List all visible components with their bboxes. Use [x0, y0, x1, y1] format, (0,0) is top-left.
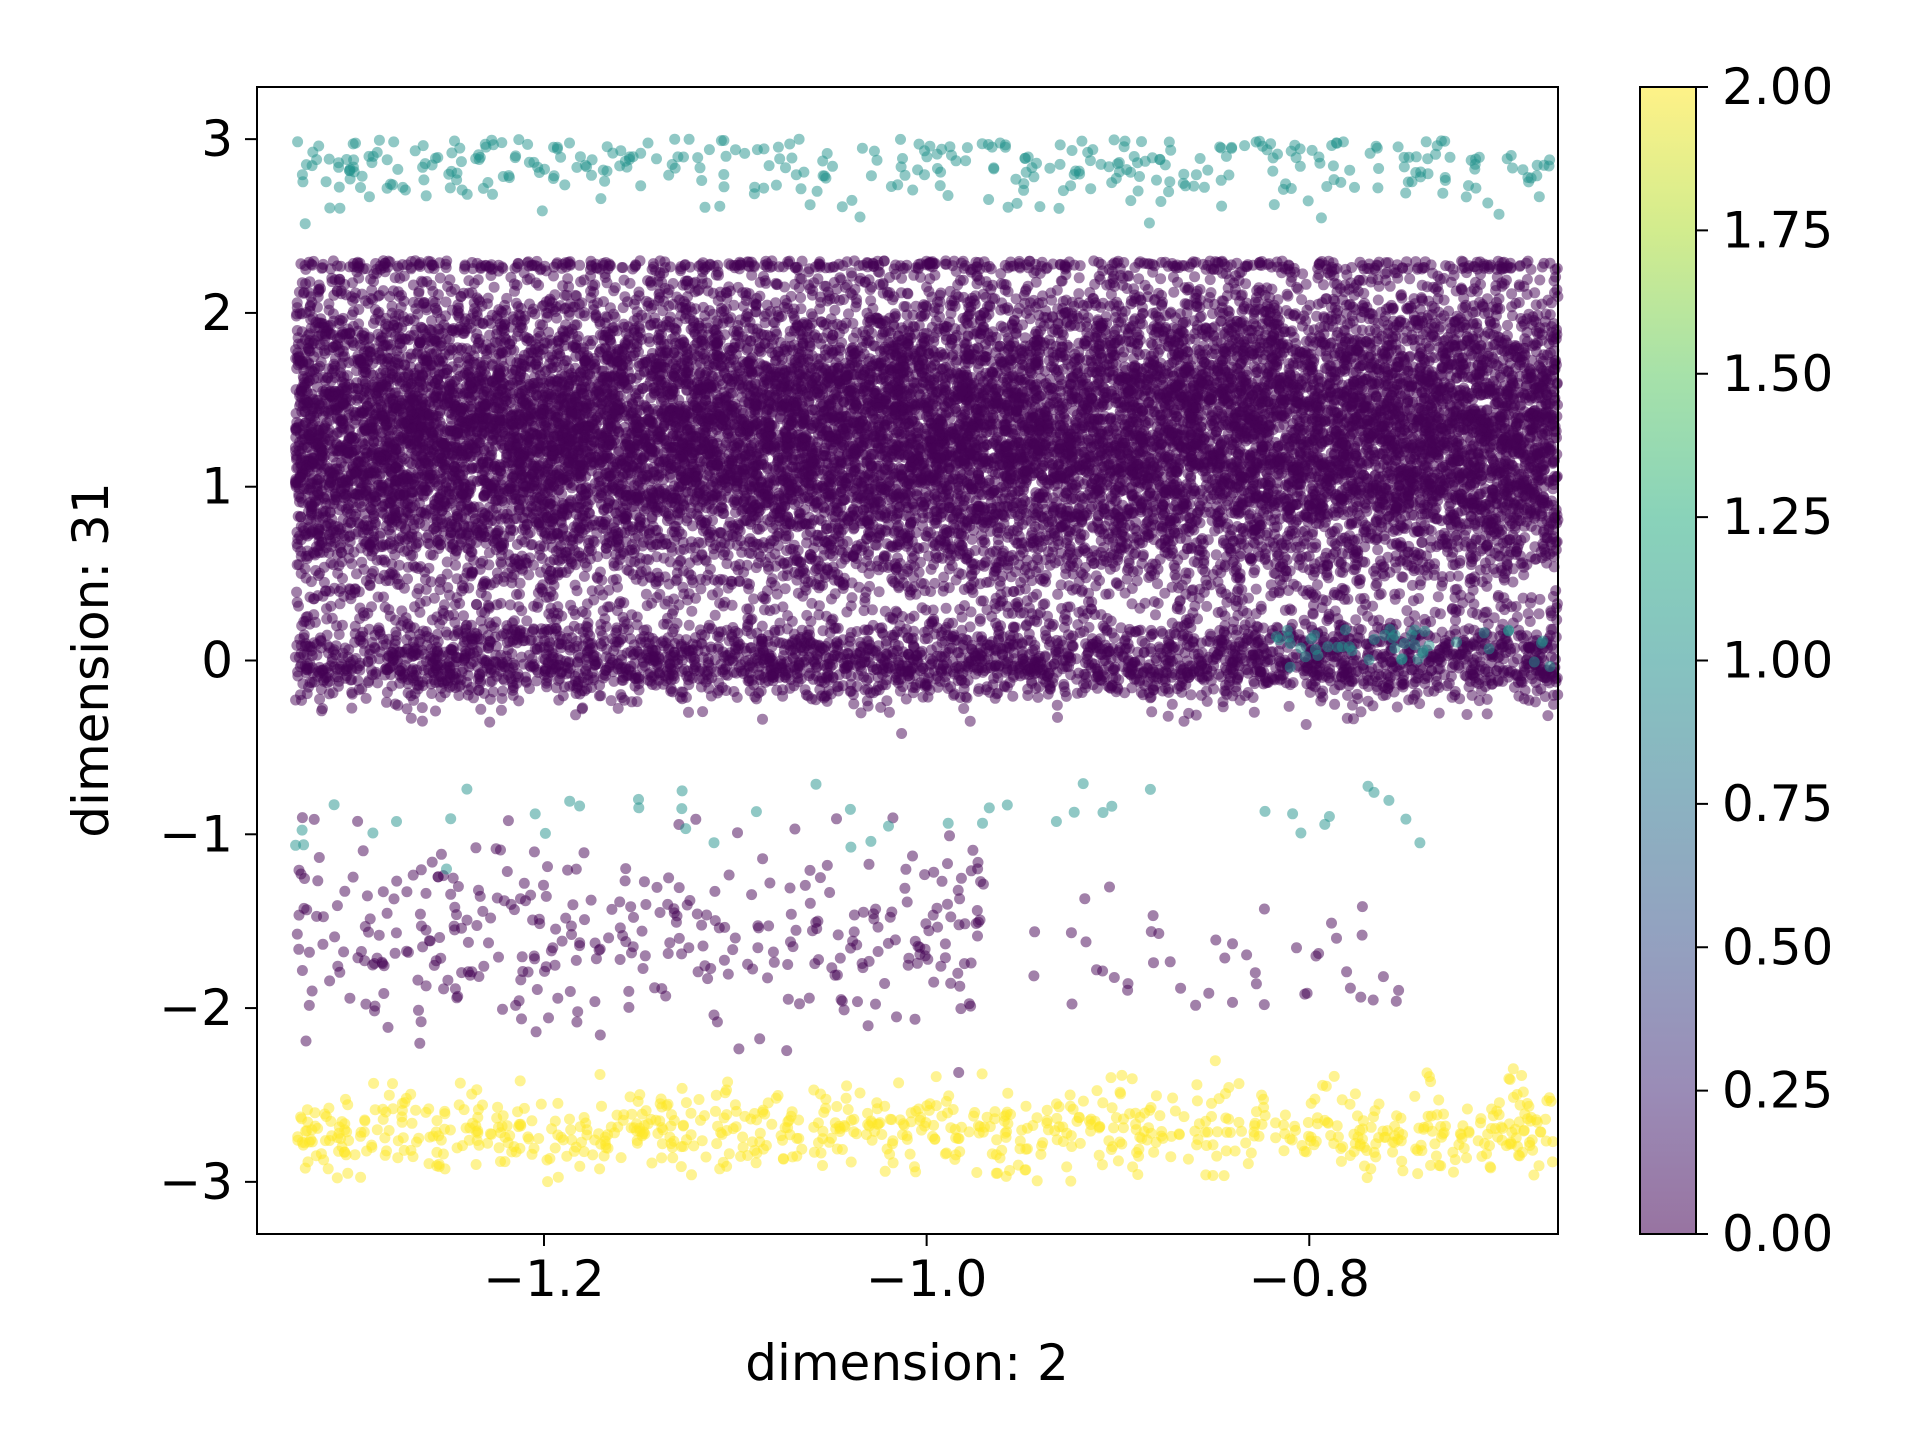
scatter-points: [289, 133, 1564, 1188]
data-point: [1372, 294, 1384, 306]
data-point: [434, 272, 446, 284]
data-point: [1250, 583, 1262, 595]
data-point: [426, 315, 438, 327]
data-point: [1452, 570, 1464, 582]
data-point: [618, 274, 630, 286]
data-point: [1550, 585, 1562, 597]
data-point: [1232, 583, 1244, 595]
data-point: [495, 597, 507, 609]
data-point: [378, 591, 389, 603]
data-point: [458, 610, 469, 622]
data-point: [1502, 319, 1513, 331]
data-point: [1031, 588, 1043, 600]
data-point: [1152, 597, 1164, 609]
